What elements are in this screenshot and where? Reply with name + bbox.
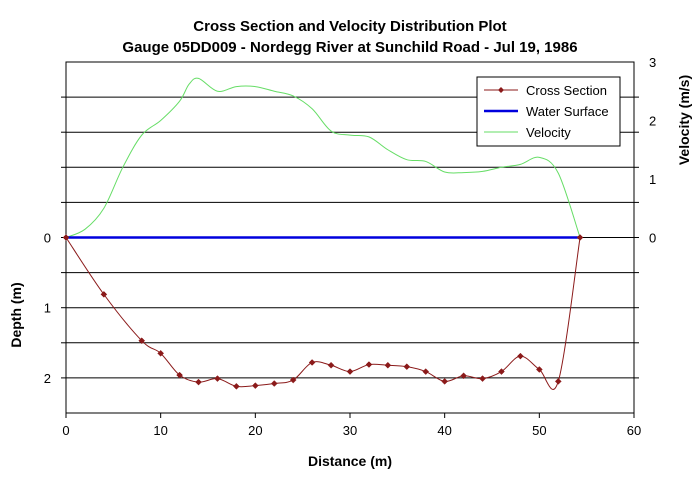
y-right-tick-label: 0 <box>649 231 656 246</box>
cross-section-point <box>441 378 449 385</box>
x-tick-label: 20 <box>248 423 262 438</box>
cross-section-point <box>422 368 430 375</box>
cross-section-point <box>327 361 335 369</box>
cross-section-point <box>535 366 543 373</box>
legend-label-velocity: Velocity <box>526 125 571 140</box>
cross-section-point <box>479 375 486 382</box>
cross-section-point <box>270 380 278 387</box>
cross-section-point <box>214 375 221 382</box>
cross-section-point <box>157 349 165 357</box>
x-tick-label: 30 <box>343 423 357 438</box>
y-left-tick-label: 2 <box>44 371 51 386</box>
cross-section-point <box>195 378 202 386</box>
cross-section-point <box>498 368 505 375</box>
legend-label-water-surface: Water Surface <box>526 104 609 119</box>
cross-section-point <box>554 378 562 385</box>
x-tick-label: 10 <box>153 423 167 438</box>
x-tick-label: 40 <box>437 423 451 438</box>
y-right-tick-label: 2 <box>649 114 656 129</box>
x-tick-label: 60 <box>627 423 641 438</box>
y-right-tick-label: 3 <box>649 55 656 70</box>
cross-section-point <box>384 361 392 369</box>
marker-layer <box>62 234 584 390</box>
x-tick-label: 50 <box>532 423 546 438</box>
cross-section-point <box>289 376 297 384</box>
chart-title: Cross Section and Velocity Distribution … <box>193 18 506 35</box>
y-axis-left-label: Depth (m) <box>8 282 24 347</box>
y-right-tick-label: 1 <box>649 172 656 187</box>
cross-section-point <box>517 352 524 360</box>
legend: Cross Section Water Surface Velocity <box>476 76 621 147</box>
cross-section-point <box>576 234 584 241</box>
legend-label-cross-section: Cross Section <box>526 83 607 98</box>
legend-marker-cross-section <box>498 87 504 93</box>
cross-section-point <box>233 382 240 390</box>
cross-section-point <box>100 291 108 298</box>
cross-section-point <box>403 363 411 371</box>
cross-section-point <box>251 382 259 389</box>
cross-section-point <box>138 337 146 345</box>
cross-section-point <box>176 371 183 379</box>
x-tick-label: 0 <box>62 423 69 438</box>
cross-section-point <box>308 359 316 366</box>
y-left-tick-label: 1 <box>44 301 51 316</box>
y-axis-right-label: Velocity (m/s) <box>676 75 692 165</box>
y-left-tick-label: 0 <box>44 231 51 246</box>
cross-section-point <box>346 368 354 375</box>
cross-section-point <box>460 372 467 380</box>
cross-section-point <box>62 234 70 241</box>
cross-section-point <box>365 361 373 368</box>
series-line-velocity <box>65 77 581 238</box>
chart-subtitle: Gauge 05DD009 - Nordegg River at Sunchil… <box>122 39 577 56</box>
x-axis-label: Distance (m) <box>308 453 392 469</box>
